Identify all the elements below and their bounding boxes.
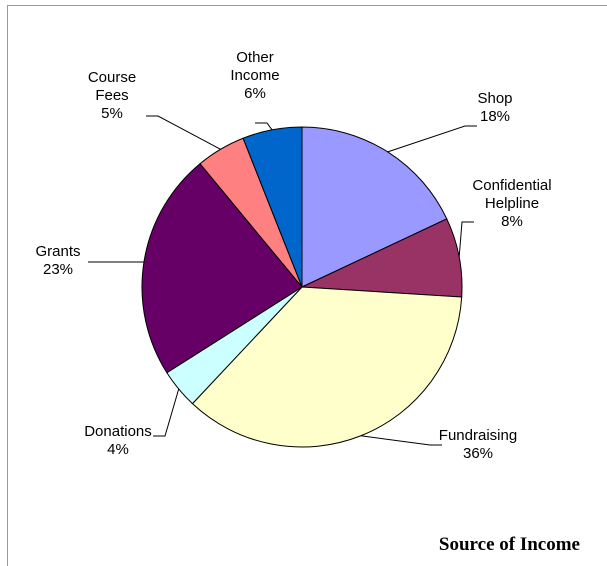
- value-label: 18%: [480, 108, 510, 125]
- leader-line: [255, 122, 273, 131]
- chart-frame: [7, 5, 607, 566]
- leader-line: [360, 435, 442, 446]
- value-label: 4%: [107, 441, 129, 458]
- category-label: Course Fees: [88, 69, 136, 104]
- category-label: Other Income: [230, 49, 279, 84]
- category-label: Confidential Helpline: [472, 177, 551, 212]
- pie-slice: [141, 163, 303, 374]
- value-label: 8%: [501, 213, 523, 230]
- category-label: Fundraising: [439, 427, 517, 444]
- leader-line: [146, 115, 221, 150]
- leader-line: [387, 125, 477, 153]
- leader-line: [153, 388, 180, 437]
- pie-slice: [191, 286, 463, 448]
- category-label: Shop: [477, 90, 512, 107]
- category-label: Donations: [84, 423, 152, 440]
- chart-title: Source of Income: [439, 534, 580, 555]
- pie-slice: [301, 126, 448, 288]
- leader-line: [458, 221, 474, 258]
- category-label: Grants: [35, 243, 80, 260]
- pie-slice: [242, 126, 303, 288]
- value-label: 36%: [463, 445, 493, 462]
- value-label: 5%: [101, 105, 123, 122]
- value-label: 23%: [43, 261, 73, 278]
- value-label: 6%: [244, 85, 266, 102]
